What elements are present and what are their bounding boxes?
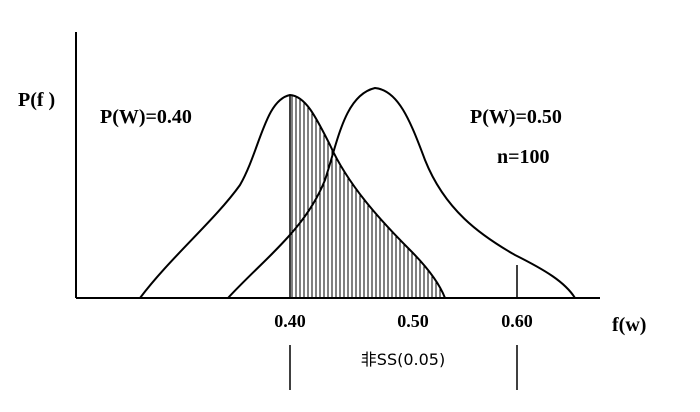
x-axis-label: f(w): [612, 314, 646, 336]
tick-label-060: 0.60: [501, 311, 533, 331]
y-axis-label: P(f ): [18, 89, 55, 111]
tick-label-050: 0.50: [397, 311, 429, 331]
tick-label-040: 0.40: [274, 311, 306, 331]
curve-right-label: P(W)=0.50: [470, 106, 562, 128]
hatched-region: [291, 95, 445, 298]
curve-left-label: P(W)=0.40: [100, 106, 192, 128]
curve-right: [227, 86, 576, 299]
curve-left: [139, 93, 446, 299]
significance-annotation: 非SS(0.05): [361, 350, 445, 369]
sample-size-label: n=100: [497, 146, 550, 168]
